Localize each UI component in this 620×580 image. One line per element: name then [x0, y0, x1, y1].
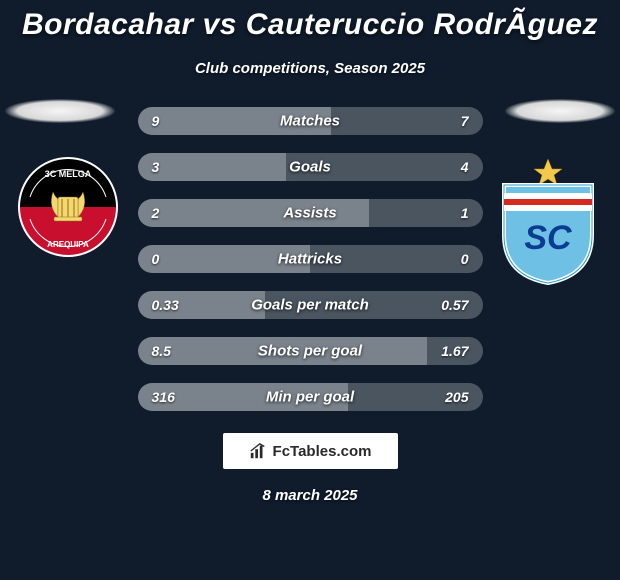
- stat-row: 8.5Shots per goal1.67: [138, 337, 483, 365]
- svg-text:AREQUIPA: AREQUIPA: [47, 240, 89, 249]
- stat-bars: 9Matches7 3Goals4 2Assists1 0Hattricks0 0.33…: [138, 107, 483, 411]
- stat-label: Matches: [138, 113, 483, 130]
- club-logo-right: SC: [494, 157, 602, 285]
- comparison-panel: 3C MELGA AREQUIPA SC 9Matches7 3Goals4 2As…: [0, 107, 620, 411]
- stat-value-right: 0.57: [441, 297, 468, 313]
- stat-value-right: 0: [461, 251, 469, 267]
- stat-row: 2Assists1: [138, 199, 483, 227]
- stat-label: Assists: [138, 205, 483, 222]
- stat-value-right: 205: [445, 389, 468, 405]
- stat-value-right: 4: [461, 159, 469, 175]
- club-logo-left: 3C MELGA AREQUIPA: [18, 157, 118, 257]
- stat-label: Goals: [138, 159, 483, 176]
- stat-row: 316Min per goal205: [138, 383, 483, 411]
- stat-row: 9Matches7: [138, 107, 483, 135]
- match-date: 8 march 2025: [0, 487, 620, 504]
- page-title: Bordacahar vs Cauteruccio RodrÃ­guez: [0, 0, 620, 42]
- stat-value-right: 1: [461, 205, 469, 221]
- player-shadow-left: [5, 99, 115, 123]
- chart-icon: [249, 442, 267, 460]
- stat-label: Shots per goal: [138, 343, 483, 360]
- stat-label: Goals per match: [138, 297, 483, 314]
- fctables-badge[interactable]: FcTables.com: [223, 433, 398, 469]
- svg-text:SC: SC: [524, 219, 572, 257]
- stat-row: 0Hattricks0: [138, 245, 483, 273]
- fctables-text: FcTables.com: [273, 443, 372, 460]
- stat-label: Min per goal: [138, 389, 483, 406]
- svg-text:3C MELGA: 3C MELGA: [45, 169, 92, 179]
- stat-row: 0.33Goals per match0.57: [138, 291, 483, 319]
- stat-label: Hattricks: [138, 251, 483, 268]
- stat-value-right: 1.67: [441, 343, 468, 359]
- page-subtitle: Club competitions, Season 2025: [0, 60, 620, 77]
- stat-row: 3Goals4: [138, 153, 483, 181]
- player-shadow-right: [505, 99, 615, 123]
- stat-value-right: 7: [461, 113, 469, 129]
